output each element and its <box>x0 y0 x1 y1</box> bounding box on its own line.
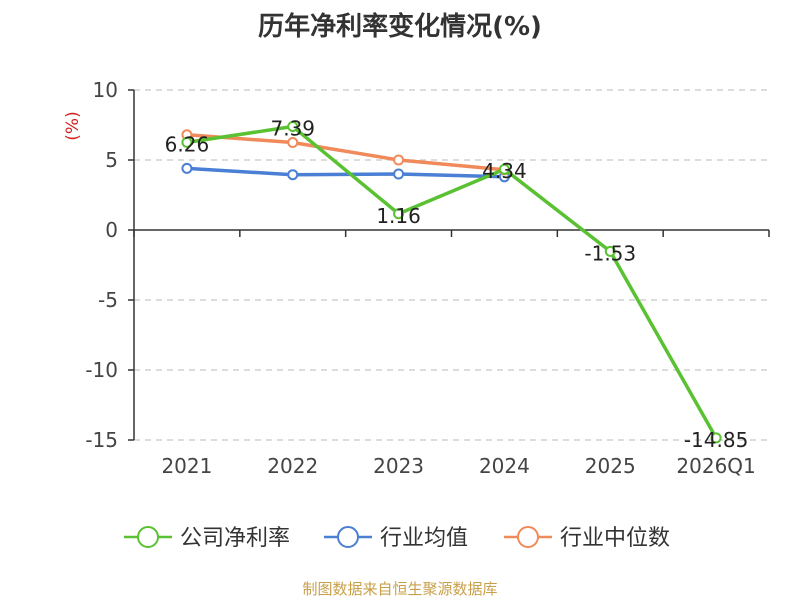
data-point-industry_avg <box>181 162 193 174</box>
data-point-industry_median <box>393 154 405 166</box>
data-point-company <box>604 245 616 257</box>
data-point-industry_median <box>287 137 299 148</box>
series-line-industry_avg <box>186 166 505 179</box>
x-tick-label: 2026Q1 <box>676 454 755 478</box>
y-tick-label: 5 <box>105 148 118 172</box>
data-label: 6.26 <box>165 132 210 156</box>
legend-label-industry_avg: 行业均值 <box>380 526 468 551</box>
x-tick-label: 2021 <box>161 454 212 478</box>
series-line-industry_median <box>186 133 505 172</box>
legend-label-company: 公司净利率 <box>180 526 290 551</box>
data-label: 7.39 <box>270 117 315 141</box>
data-point-company <box>287 121 299 133</box>
data-label: -14.85 <box>684 428 748 452</box>
x-tick-label: 2023 <box>373 454 424 478</box>
legend-marker-industry_avg <box>337 526 359 548</box>
y-tick-label: 0 <box>105 218 118 242</box>
y-tick-label: -15 <box>85 428 118 452</box>
y-tick-label: 10 <box>93 78 118 102</box>
y-tick-label: -5 <box>98 288 118 312</box>
data-label: 1.16 <box>376 204 421 228</box>
legend-label-industry_median: 行业中位数 <box>560 526 670 551</box>
y-axis-label: (%) <box>63 111 83 140</box>
data-point-company <box>710 432 722 444</box>
x-tick-label: 2025 <box>585 454 636 478</box>
data-label: 4.34 <box>482 159 527 183</box>
data-source-note: 制图数据来自恒生聚源数据库 <box>302 580 498 598</box>
data-point-company <box>498 163 510 175</box>
data-point-company <box>393 208 405 220</box>
x-tick-label: 2024 <box>479 454 530 478</box>
x-tick-label: 2022 <box>267 454 318 478</box>
data-point-industry_avg <box>393 168 405 180</box>
series-line-company <box>186 124 718 439</box>
data-point-industry_avg <box>287 169 299 181</box>
data-point-company <box>181 136 193 148</box>
y-tick-label: -10 <box>85 358 118 382</box>
legend-marker-company <box>137 526 159 548</box>
legend-marker-industry_median <box>517 526 539 548</box>
chart-title: 历年净利率变化情况(%) <box>258 12 542 42</box>
data-label: -1.53 <box>584 241 636 265</box>
